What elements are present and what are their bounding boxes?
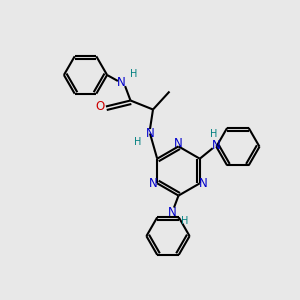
Text: H: H: [130, 69, 138, 79]
Text: N: N: [149, 177, 158, 190]
Text: N: N: [168, 206, 177, 219]
Text: N: N: [199, 177, 208, 190]
Text: N: N: [174, 137, 183, 150]
Text: H: H: [210, 129, 217, 139]
Text: O: O: [96, 100, 105, 113]
Text: H: H: [182, 215, 189, 226]
Text: N: N: [212, 139, 221, 152]
Text: N: N: [146, 127, 154, 140]
Text: H: H: [134, 137, 141, 147]
Text: N: N: [117, 76, 126, 89]
